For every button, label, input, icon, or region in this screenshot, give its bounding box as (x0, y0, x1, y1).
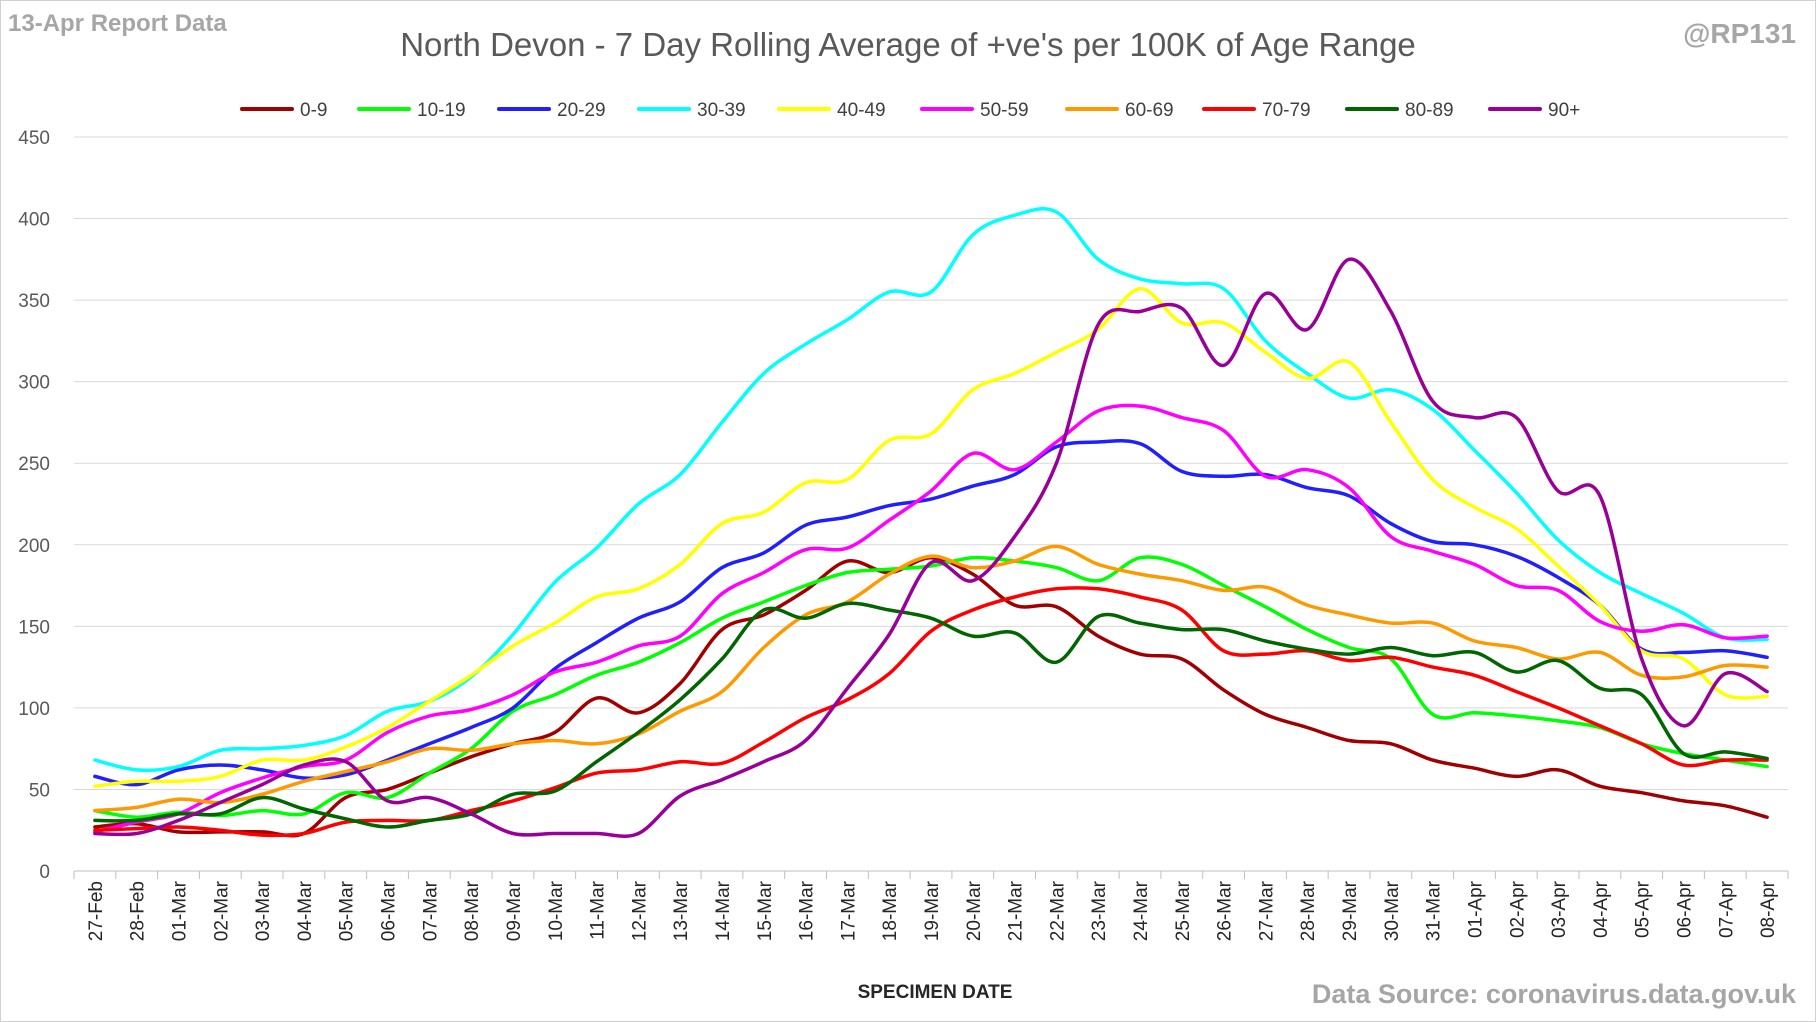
x-tick-label: 15-Mar (755, 880, 776, 941)
x-tick-label: 28-Mar (1298, 880, 1319, 941)
legend-label: 50-59 (980, 100, 1029, 121)
x-tick-label: 22-Mar (1047, 880, 1068, 941)
legend-item-30-39: 30-39 (637, 100, 746, 121)
legend-item-80-89: 80-89 (1345, 100, 1454, 121)
x-tick-label: 08-Mar (462, 880, 483, 941)
x-tick-label: 04-Apr (1591, 880, 1612, 938)
y-tick-label: 150 (18, 617, 50, 638)
x-tick-label: 01-Apr (1465, 880, 1486, 938)
x-tick-label: 04-Mar (295, 880, 316, 941)
x-tick-label: 18-Mar (880, 880, 901, 941)
legend-item-10-19: 10-19 (357, 100, 466, 121)
legend-label: 0-9 (300, 100, 327, 121)
x-axis-title: SPECIMEN DATE (858, 982, 1013, 1003)
y-tick-label: 450 (18, 128, 50, 149)
legend-label: 80-89 (1405, 100, 1454, 121)
x-tick-label: 08-Apr (1758, 880, 1779, 938)
x-tick-label: 14-Mar (713, 880, 734, 941)
x-tick-label: 12-Mar (629, 880, 650, 941)
gridlines (74, 136, 1788, 872)
x-tick-label: 05-Apr (1633, 880, 1654, 938)
y-axis-ticks: 0 50 100 150 200 250 300 350 400 450 (18, 128, 50, 883)
y-tick-label: 0 (39, 862, 50, 883)
chart-title: North Devon - 7 Day Rolling Average of +… (400, 26, 1416, 63)
x-tick-label: 25-Mar (1173, 880, 1194, 941)
author-handle: @RP131 (1683, 18, 1796, 49)
x-tick-label: 28-Feb (128, 881, 149, 941)
y-tick-label: 300 (18, 373, 50, 394)
x-tick-label: 29-Mar (1340, 880, 1361, 941)
x-tick-label: 27-Feb (86, 881, 107, 941)
y-tick-label: 50 (29, 780, 50, 801)
legend-label: 40-49 (837, 100, 886, 121)
x-tick-label: 17-Mar (838, 880, 859, 941)
legend-item-0-9: 0-9 (240, 100, 327, 121)
legend-label: 90+ (1548, 100, 1580, 121)
legend-label: 20-29 (557, 100, 606, 121)
x-tick-label: 01-Mar (170, 880, 191, 941)
x-tick-label: 02-Apr (1507, 880, 1528, 938)
data-source-label: Data Source: coronavirus.data.gov.uk (1311, 979, 1796, 1009)
x-tick-label: 30-Mar (1382, 880, 1403, 941)
series-line-40-49 (93, 286, 1769, 788)
legend-item-60-69: 60-69 (1065, 100, 1174, 121)
series-lines (93, 207, 1769, 838)
series-line-30-39 (93, 207, 1769, 773)
x-tick-label: 24-Mar (1131, 880, 1152, 941)
series-line-50-59 (93, 403, 1769, 834)
legend-item-50-59: 50-59 (920, 100, 1029, 121)
x-tick-label: 21-Mar (1006, 880, 1027, 941)
legend-item-70-79: 70-79 (1202, 100, 1311, 121)
x-tick-label: 03-Apr (1549, 880, 1570, 938)
legend-item-20-29: 20-29 (497, 100, 606, 121)
x-tick-label: 23-Mar (1089, 880, 1110, 941)
x-tick-label: 13-Mar (671, 880, 692, 941)
x-tick-label: 07-Apr (1716, 880, 1737, 938)
legend-item-40-49: 40-49 (777, 100, 886, 121)
series-line-90+ (93, 257, 1769, 838)
x-tick-label: 19-Mar (922, 880, 943, 941)
x-tick-label: 05-Mar (337, 880, 358, 941)
x-tick-label: 16-Mar (797, 880, 818, 941)
series-line-80-89 (93, 601, 1769, 829)
x-tick-label: 11-Mar (588, 880, 609, 939)
x-tick-label: 27-Mar (1256, 880, 1277, 941)
legend: 0-9 10-19 20-29 30-39 40-49 50-59 60-69 70-79 80… (240, 100, 1580, 121)
x-axis-ticks: 27-Feb 28-Feb 01-Mar 02-Mar 03-Mar 04-Mar 05-M… (73, 871, 1789, 941)
x-tick-label: 26-Mar (1215, 880, 1236, 941)
series-line-10-19 (93, 555, 1769, 819)
legend-item-90+: 90+ (1488, 100, 1580, 121)
x-tick-label: 06-Mar (379, 880, 400, 941)
x-tick-label: 03-Mar (253, 880, 274, 941)
legend-label: 70-79 (1262, 100, 1311, 121)
x-tick-label: 10-Mar (546, 880, 567, 941)
report-date-label: 13-Apr Report Data (8, 10, 227, 37)
x-tick-label: 09-Mar (504, 880, 525, 941)
y-tick-label: 200 (18, 536, 50, 557)
y-tick-label: 350 (18, 291, 50, 312)
x-tick-label: 31-Mar (1424, 880, 1445, 941)
series-line-70-79 (93, 586, 1769, 838)
y-tick-label: 250 (18, 454, 50, 475)
legend-label: 10-19 (417, 100, 466, 121)
x-tick-label: 06-Apr (1674, 880, 1695, 938)
legend-label: 30-39 (697, 100, 746, 121)
x-tick-label: 02-Mar (211, 880, 232, 941)
x-tick-label: 20-Mar (964, 880, 985, 941)
series-line-60-69 (93, 544, 1769, 813)
y-tick-label: 100 (18, 699, 50, 720)
legend-label: 60-69 (1125, 100, 1174, 121)
x-tick-label: 07-Mar (420, 880, 441, 941)
y-tick-label: 400 (18, 210, 50, 231)
